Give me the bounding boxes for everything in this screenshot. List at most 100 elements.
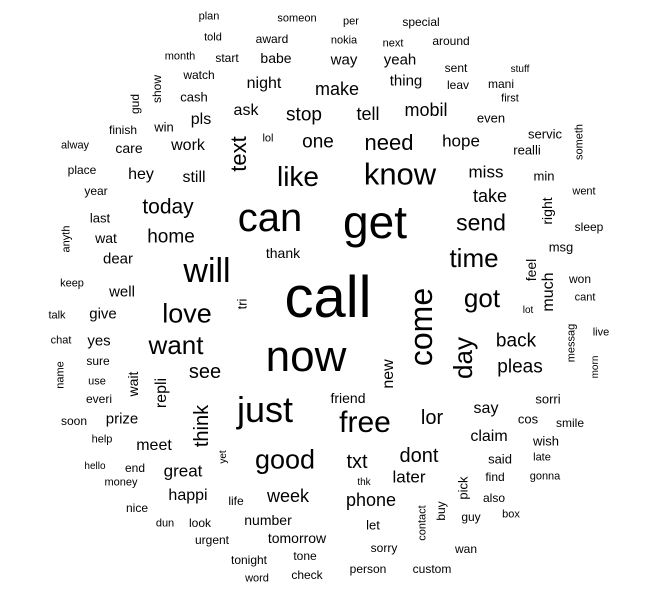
- word: servic: [528, 126, 562, 142]
- word: life: [228, 494, 244, 508]
- word: let: [366, 517, 380, 533]
- word: messag: [565, 323, 578, 363]
- word: good: [254, 444, 316, 475]
- word: day: [448, 337, 478, 379]
- word: will: [183, 252, 231, 290]
- word: finish: [108, 123, 138, 137]
- word: work: [171, 137, 205, 154]
- word: alway: [60, 139, 90, 152]
- word: stop: [286, 104, 322, 126]
- word: msg: [548, 239, 574, 255]
- word: dear: [102, 250, 134, 268]
- word: know: [363, 156, 437, 192]
- word: someth: [573, 123, 586, 161]
- word: happi: [168, 487, 208, 504]
- word: one: [302, 131, 334, 153]
- word: cant: [574, 291, 596, 304]
- word: anyth: [60, 225, 73, 253]
- word: come: [403, 287, 439, 367]
- word: wait: [125, 371, 141, 397]
- word: lor: [420, 407, 444, 429]
- word: tone: [293, 549, 317, 563]
- word: around: [432, 34, 470, 48]
- word: stuff: [510, 64, 530, 75]
- word: went: [572, 185, 596, 198]
- word: said: [488, 451, 512, 467]
- word: cos: [517, 411, 539, 427]
- word: money: [104, 476, 138, 489]
- word: pleas: [497, 356, 543, 378]
- word: look: [188, 516, 212, 530]
- word: just: [236, 389, 294, 430]
- word: dont: [399, 445, 439, 467]
- word: help: [91, 433, 113, 446]
- word: feel: [523, 258, 539, 282]
- word: great: [163, 461, 203, 481]
- word: say: [473, 400, 499, 417]
- word: new: [380, 359, 397, 389]
- word: late: [533, 451, 551, 464]
- word: place: [67, 163, 97, 177]
- word: wish: [532, 433, 560, 449]
- word: love: [162, 298, 212, 329]
- word: watch: [183, 68, 215, 82]
- word: soon: [60, 414, 88, 428]
- word: phone: [345, 490, 397, 510]
- word: told: [204, 31, 222, 44]
- word: plan: [198, 10, 220, 23]
- word: home: [147, 226, 195, 248]
- word: talk: [48, 309, 66, 322]
- word: send: [456, 209, 506, 236]
- word: name: [54, 361, 67, 389]
- word: nokia: [330, 34, 358, 47]
- word: buy: [434, 501, 448, 521]
- word: also: [482, 491, 506, 505]
- word: min: [533, 168, 555, 184]
- word: got: [463, 283, 501, 313]
- word: yes: [87, 332, 111, 350]
- word: win: [154, 119, 174, 135]
- word: need: [364, 130, 414, 155]
- word: nice: [125, 501, 149, 515]
- word: even: [476, 110, 506, 126]
- word: tonight: [230, 553, 268, 567]
- word: gonna: [529, 470, 561, 483]
- word: sleep: [574, 220, 604, 234]
- word: give: [89, 305, 117, 323]
- word: yeah: [383, 51, 417, 69]
- word: word: [245, 572, 269, 585]
- word: custom: [412, 562, 452, 576]
- word: pick: [455, 476, 471, 500]
- word: guy: [461, 510, 481, 524]
- word: back: [495, 330, 537, 352]
- word: see: [188, 361, 222, 383]
- word: person: [349, 562, 387, 576]
- word: think: [191, 404, 213, 448]
- word: much: [540, 272, 557, 312]
- word: sorri: [535, 391, 561, 407]
- word: lot: [522, 305, 534, 316]
- word: time: [449, 243, 499, 273]
- word: contact: [416, 505, 429, 541]
- word: gud: [128, 93, 142, 115]
- word: first: [501, 92, 519, 105]
- word: claim: [470, 428, 508, 445]
- word: txt: [346, 451, 368, 473]
- word: now: [265, 332, 347, 381]
- word: sent: [444, 61, 468, 75]
- word: week: [266, 486, 310, 506]
- word: month: [164, 50, 196, 63]
- word: make: [314, 79, 360, 99]
- word: mani: [487, 77, 515, 91]
- word: hope: [442, 131, 480, 151]
- word: end: [124, 461, 146, 475]
- word: right: [539, 197, 555, 225]
- word: show: [150, 74, 164, 104]
- word: friend: [330, 390, 366, 406]
- word: call: [284, 265, 372, 330]
- word: still: [182, 169, 206, 186]
- word: meet: [136, 437, 172, 454]
- word: morn: [590, 355, 601, 379]
- word: special: [402, 15, 440, 29]
